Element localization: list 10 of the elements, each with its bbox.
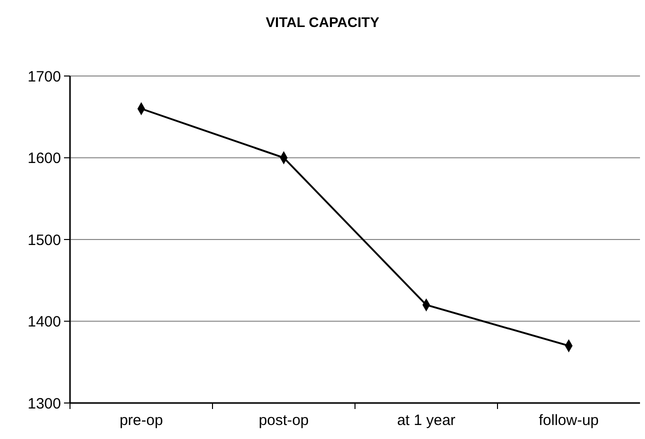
- y-tick-label: 1400: [28, 314, 61, 330]
- x-tick-label: follow-up: [538, 412, 599, 429]
- y-tick-label: 1300: [28, 395, 61, 412]
- y-tick-label: 1600: [28, 150, 61, 167]
- y-tick-label: 1500: [28, 232, 61, 249]
- chart-title: VITAL CAPACITY: [266, 14, 380, 30]
- y-tick-label: 1700: [28, 68, 61, 86]
- x-tick-label: pre-op: [120, 412, 163, 429]
- x-tick-label: post-op: [258, 412, 309, 429]
- x-tick-label: at 1 year: [397, 412, 456, 429]
